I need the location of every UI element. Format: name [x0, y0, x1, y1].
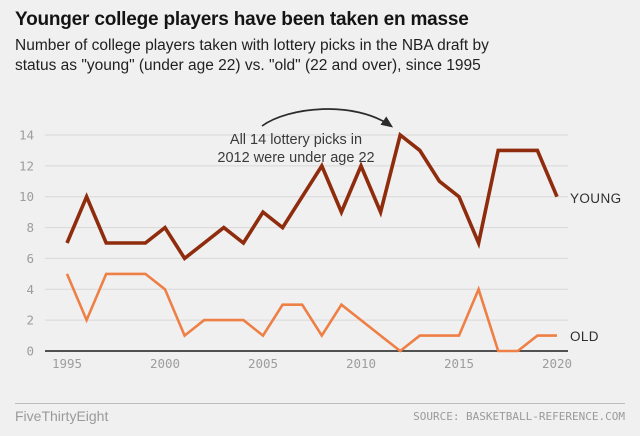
y-tick-label: 8 [26, 220, 34, 235]
y-tick-label: 12 [19, 158, 34, 173]
annotation-arrow-icon [261, 108, 394, 128]
x-tick-label: 2010 [346, 356, 376, 371]
x-tick-label: 2005 [248, 356, 278, 371]
y-tick-label: 14 [19, 128, 34, 143]
x-tick-label: 2020 [542, 356, 572, 371]
chart-subtitle-line1: Number of college players taken with lot… [15, 37, 489, 54]
chart-subtitle: Number of college players taken with lot… [15, 36, 615, 76]
young-series-label: YOUNG [570, 191, 622, 206]
y-tick-label: 0 [26, 344, 34, 359]
annotation-line1: All 14 lottery picks in [230, 132, 362, 148]
x-tick-label: 2000 [150, 356, 180, 371]
y-tick-label: 6 [26, 251, 34, 266]
chart-subtitle-line2: status as "young" (under age 22) vs. "ol… [15, 57, 481, 74]
y-tick-label: 2 [26, 313, 34, 328]
x-tick-label: 1995 [52, 356, 82, 371]
old-line [65, 272, 557, 353]
footer-divider [15, 403, 625, 404]
y-tick-label: 10 [19, 189, 34, 204]
x-axis-labels: 1995 2000 2005 2010 2015 2020 [52, 356, 572, 371]
source-credit: SOURCE: BASKETBALL-REFERENCE.COM [413, 410, 625, 423]
young-line [65, 131, 559, 262]
x-tick-label: 2015 [444, 356, 474, 371]
annotation-line2: 2012 were under age 22 [217, 150, 374, 166]
old-series-label: OLD [570, 329, 599, 344]
page-title: Younger college players have been taken … [15, 9, 469, 30]
data-series [65, 131, 559, 353]
fivethirtyeight-logo: FiveThirtyEight [15, 408, 109, 424]
y-tick-label: 4 [26, 282, 34, 297]
y-axis-labels: 0 2 4 6 8 10 12 14 [19, 128, 34, 359]
